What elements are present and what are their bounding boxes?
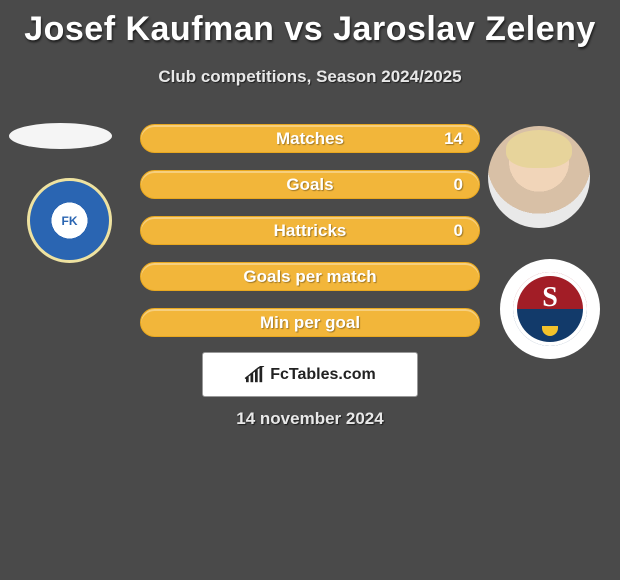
date-text: 14 november 2024	[0, 409, 620, 429]
stat-row-matches: Matches 14	[140, 124, 480, 153]
left-club-logo: FK	[27, 178, 112, 263]
brand-text: FcTables.com	[270, 366, 376, 384]
stat-row-hattricks: Hattricks 0	[140, 216, 480, 245]
stat-label: Goals per match	[243, 267, 376, 287]
bar-chart-icon	[244, 366, 266, 384]
right-player-avatar	[488, 126, 590, 228]
stat-row-min-per-goal: Min per goal	[140, 308, 480, 337]
left-player-avatar	[9, 123, 112, 149]
stat-label: Matches	[276, 129, 344, 149]
right-club-logo-inner	[513, 272, 587, 346]
stat-value: 0	[454, 217, 463, 244]
stat-label: Hattricks	[274, 221, 347, 241]
stat-row-goals: Goals 0	[140, 170, 480, 199]
stat-value: 14	[444, 125, 463, 152]
stat-label: Min per goal	[260, 313, 360, 333]
right-club-logo	[500, 259, 600, 359]
stat-row-goals-per-match: Goals per match	[140, 262, 480, 291]
stat-rows: Matches 14 Goals 0 Hattricks 0 Goals per…	[140, 124, 480, 354]
page-title: Josef Kaufman vs Jaroslav Zeleny	[0, 0, 620, 49]
brand-box: FcTables.com	[202, 352, 418, 397]
stat-value: 0	[454, 171, 463, 198]
left-club-abbrev: FK	[62, 214, 78, 228]
right-club-logo-accent	[542, 326, 558, 336]
subtitle: Club competitions, Season 2024/2025	[0, 67, 620, 87]
stat-label: Goals	[286, 175, 333, 195]
